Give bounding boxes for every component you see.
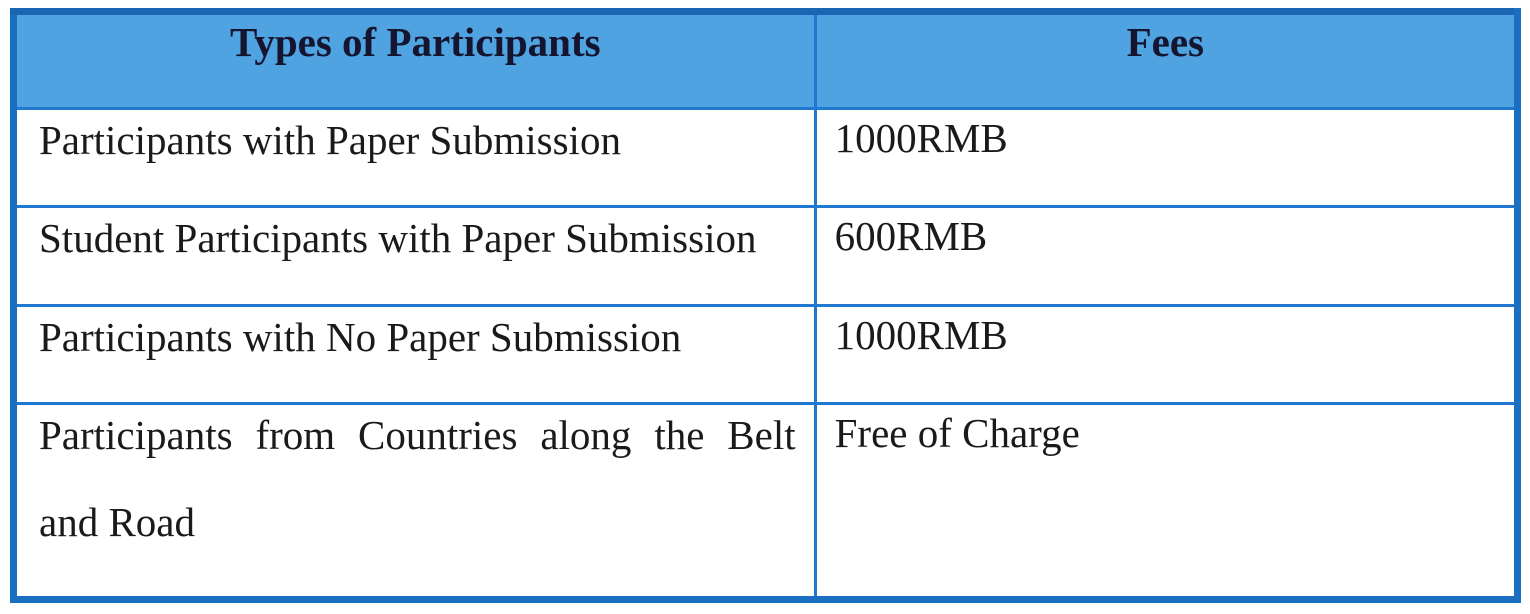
header-cell-types-of-participants: Types of Participants (12, 10, 817, 110)
table-header-row: Types of Participants Fees (12, 10, 1520, 110)
header-cell-fees: Fees (813, 10, 1520, 110)
fee-cell: 600RMB (813, 205, 1520, 307)
participant-type-cell: Participants from Countries along the Be… (12, 402, 817, 601)
participant-type-cell: Participants with Paper Submission (12, 106, 817, 209)
participant-type-cell: Participants with No Paper Submission (12, 303, 817, 406)
table-row: Participants from Countries along the Be… (12, 402, 1520, 601)
participant-type-line-2: and Road (39, 499, 195, 546)
fee-cell: Free of Charge (813, 402, 1520, 601)
registration-fee-table: Types of Participants Fees Participants … (10, 8, 1521, 603)
table-row: Student Participants with Paper Submissi… (12, 205, 1520, 307)
fee-cell: 1000RMB (813, 303, 1520, 406)
participant-type-line-1: Participants from Countries along the Be… (39, 412, 796, 459)
table-row: Participants with No Paper Submission 10… (12, 303, 1520, 406)
table-row: Participants with Paper Submission 1000R… (12, 106, 1520, 209)
fee-cell: 1000RMB (813, 106, 1520, 209)
participant-type-cell: Student Participants with Paper Submissi… (12, 205, 817, 307)
